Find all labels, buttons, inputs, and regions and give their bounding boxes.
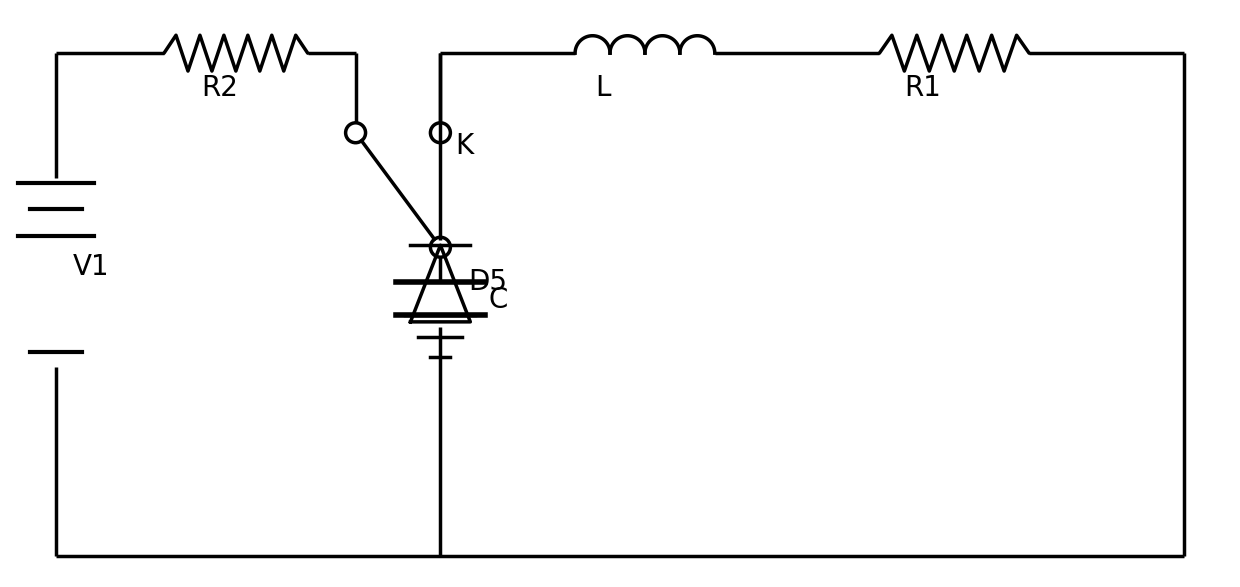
Text: L: L	[595, 74, 610, 102]
Text: R2: R2	[201, 74, 238, 102]
Text: K: K	[455, 131, 474, 160]
Text: R1: R1	[904, 74, 941, 102]
Text: C: C	[489, 286, 507, 314]
Text: D5: D5	[469, 268, 507, 296]
Text: V1: V1	[73, 253, 110, 281]
